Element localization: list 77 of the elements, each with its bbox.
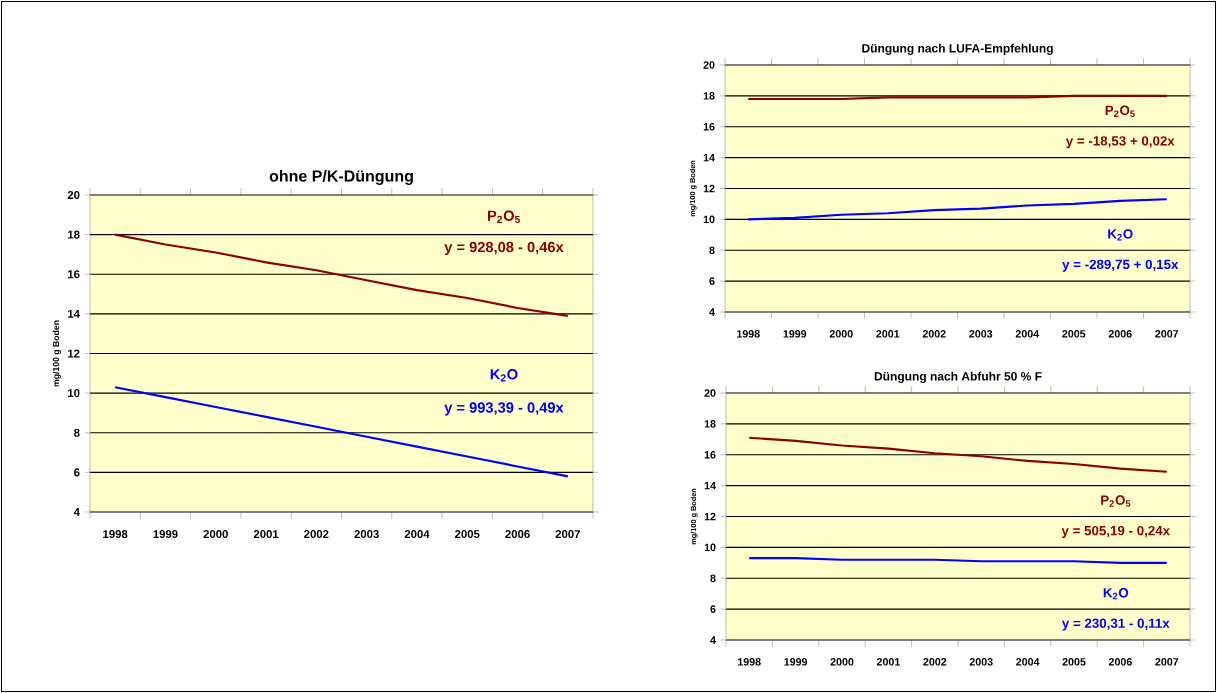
x-tick-label: 2005: [1062, 658, 1086, 666]
y-tick-label: 12: [704, 512, 716, 521]
y-tick-label: 20: [703, 61, 715, 69]
line-series: [114, 233, 569, 317]
y-tick-label: 4: [710, 636, 716, 644]
x-tick-label: 2006: [1108, 330, 1132, 338]
x-tick-label: 2002: [304, 530, 329, 539]
chart-title: Düngung nach Abfuhr 50 % F: [874, 371, 1042, 383]
x-tick-label: 2000: [829, 330, 853, 338]
y-tick-label: 12: [703, 184, 715, 193]
y-tick-label: 16: [704, 450, 716, 459]
x-tick-label: 2002: [923, 658, 947, 666]
chart-title: ohne P/K-Düngung: [269, 169, 413, 185]
annotation: y = 505,19 - 0,24x: [1061, 525, 1170, 538]
y-tick-label: 16: [703, 122, 715, 131]
y-tick-label: 18: [68, 230, 80, 239]
x-tick-label: 2000: [830, 658, 854, 666]
y-tick-label: 6: [710, 605, 716, 613]
series-label: P$_{2}$O$_{5}$: [1105, 105, 1135, 117]
x-tick-label: 2001: [876, 658, 900, 666]
series-label: K$_{2}$O: [1103, 588, 1129, 600]
line-series: [747, 198, 1168, 221]
x-tick-label: 1999: [783, 330, 807, 338]
x-tick-label: 2004: [404, 530, 430, 539]
text: K$_{2}$O: [490, 369, 518, 382]
x-tick-label: 1998: [738, 658, 761, 666]
x-tick-label: 2002: [922, 330, 946, 338]
y-tick-label: 10: [68, 389, 80, 398]
annotation: y = -289,75 + 0,15x: [1062, 259, 1179, 272]
x-tick-label: 2005: [455, 530, 480, 539]
text: P$_{2}$O$_{5}$: [487, 210, 520, 224]
x-tick-label: 2001: [876, 330, 900, 338]
x-tick-label: 1999: [153, 530, 178, 539]
x-tick-label: 2004: [1015, 330, 1040, 338]
annotation: y = 230,31 - 0,11x: [1061, 618, 1170, 631]
y-tick-label: 6: [74, 468, 80, 477]
x-tick-label: 1998: [737, 330, 760, 338]
y-tick-label: 18: [704, 420, 716, 428]
y-tick-label: 4: [73, 508, 80, 516]
y-tick-label: 8: [74, 428, 80, 437]
text: K$_{2}$O: [1108, 229, 1133, 241]
y-tick-label: 20: [67, 190, 80, 199]
x-tick-label: 2005: [1062, 330, 1086, 338]
y-tick-label: 10: [704, 543, 716, 552]
x-tick-label: 1998: [103, 530, 128, 539]
x-tick-label: 2003: [354, 530, 379, 539]
y-tick-label: 4: [709, 308, 715, 316]
x-tick-label: 2007: [555, 530, 580, 539]
annotation: y = -18,53 + 0,02x: [1065, 136, 1175, 149]
x-tick-label: 2006: [505, 530, 530, 539]
y-tick-label: 8: [710, 574, 716, 583]
line-series: [748, 436, 1168, 473]
y-tick-label: 20: [704, 389, 716, 397]
x-tick-label: 2003: [969, 658, 993, 666]
x-tick-label: 2004: [1016, 658, 1040, 666]
y-tick-label: 10: [703, 215, 715, 224]
annotation: y = 993,39 - 0,49x: [444, 402, 564, 416]
x-tick-label: 2007: [1155, 658, 1179, 666]
x-tick-label: 2001: [253, 530, 279, 539]
y-tick-label: 14: [703, 153, 715, 162]
x-tick-label: 2003: [969, 330, 993, 338]
y-tick-label: 14: [704, 481, 716, 490]
y-tick-label: 14: [68, 309, 80, 318]
y-tick-label: 16: [68, 270, 80, 279]
x-tick-label: 2000: [203, 530, 228, 539]
y-axis-title: mg/100 g Boden: [52, 320, 61, 387]
x-tick-label: 2007: [1155, 330, 1179, 338]
y-tick-label: 18: [703, 92, 715, 100]
x-tick-label: 1999: [784, 658, 808, 666]
y-tick-label: 6: [709, 277, 715, 285]
x-tick-label: 2006: [1108, 658, 1132, 666]
line-series: [114, 386, 569, 478]
annotation: y = 928,08 - 0,46x: [444, 241, 564, 256]
y-tick-label: 8: [709, 246, 715, 255]
series-label: P$_{2}$O$_{5}$: [1101, 495, 1131, 507]
chart-title: Düngung nach LUFA-Empfehlung: [862, 43, 1053, 55]
y-tick-label: 12: [68, 349, 80, 358]
